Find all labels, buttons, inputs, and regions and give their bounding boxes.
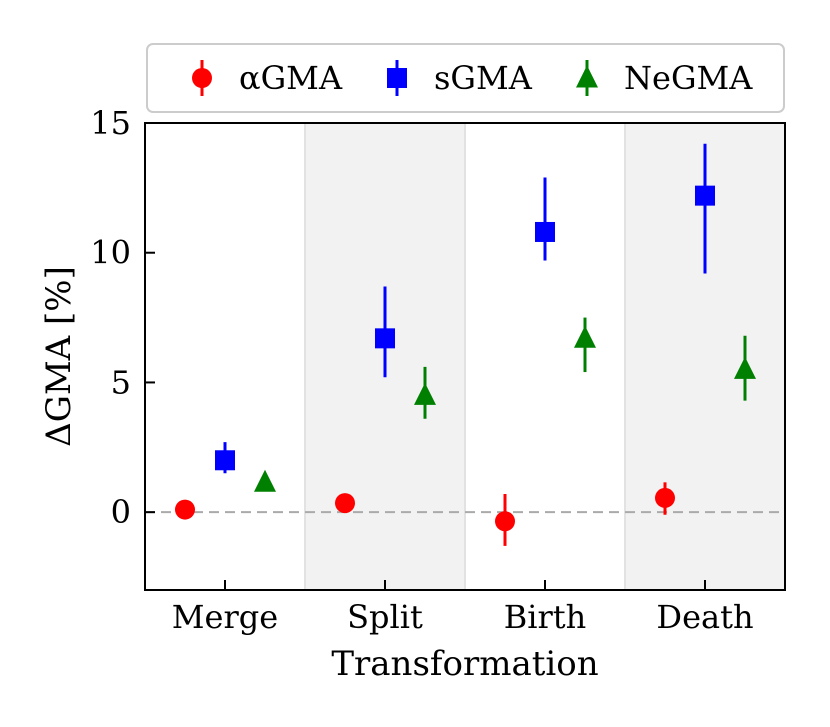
x-tick-label-death: Death — [656, 598, 753, 636]
marker — [414, 382, 436, 405]
point-sgma-merge — [215, 442, 235, 474]
marker — [655, 487, 675, 508]
legend-item-gma: αGMA — [192, 59, 343, 97]
x-tick-label-birth: Birth — [504, 598, 587, 636]
point-negma-split — [414, 366, 436, 419]
point-negma-death — [734, 335, 756, 401]
legend-label: αGMA — [239, 59, 343, 97]
legend-marker-circle — [192, 68, 212, 88]
y-axis-label: ΔGMA [%] — [39, 266, 79, 447]
legend: αGMA sGMA NeGMA — [146, 43, 785, 113]
y-axis-ticks: 0 5 10 15 — [90, 104, 155, 531]
marker — [175, 499, 195, 520]
legend-item-negma: NeGMA — [576, 59, 753, 97]
marker — [695, 185, 715, 206]
point-sgma-split — [375, 286, 395, 378]
y-tick-label: 15 — [90, 104, 131, 142]
data-marks — [175, 143, 756, 546]
legend-box — [146, 43, 785, 113]
marker — [574, 325, 596, 348]
point-gma-birth — [495, 494, 515, 546]
marker — [535, 221, 555, 242]
point-gma-death — [655, 482, 675, 515]
legend-marker-triangle — [576, 65, 598, 88]
plot-frame — [144, 122, 786, 591]
y-tick-label: 10 — [90, 234, 131, 272]
x-axis-ticks: Merge Split Birth Death — [172, 580, 754, 636]
y-tick-label: 0 — [111, 493, 131, 531]
marker — [375, 328, 395, 349]
point-negma-merge — [254, 469, 276, 492]
x-axis-label: Transformation — [331, 644, 598, 684]
point-sgma-birth — [535, 177, 555, 261]
legend-label: NeGMA — [624, 59, 753, 97]
marker — [734, 356, 756, 379]
x-tick-label-split: Split — [347, 598, 423, 636]
marker — [335, 493, 355, 514]
legend-item-sgma: sGMA — [387, 59, 533, 97]
point-gma-split — [335, 493, 355, 514]
marker — [254, 469, 276, 492]
marker — [215, 450, 235, 471]
x-tick-label-merge: Merge — [172, 598, 278, 636]
point-gma-merge — [175, 499, 195, 520]
point-negma-birth — [574, 317, 596, 373]
legend-label: sGMA — [434, 59, 533, 97]
legend-marker-square — [387, 68, 407, 88]
point-sgma-death — [695, 143, 715, 274]
marker — [495, 511, 515, 532]
y-tick-label: 5 — [111, 363, 131, 401]
